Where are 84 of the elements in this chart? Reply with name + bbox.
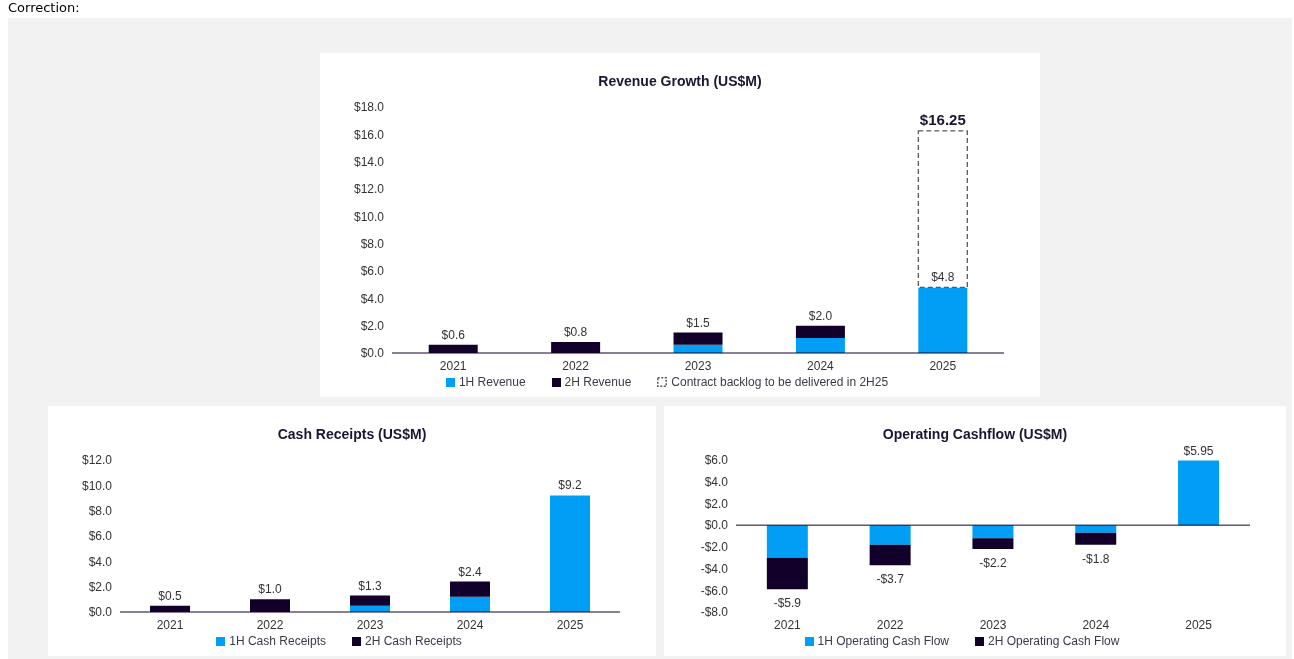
bar [795, 325, 845, 338]
y-tick-label: $8.0 [360, 236, 385, 251]
y-tick-label: -$6.0 [700, 583, 729, 598]
text: Correction: [8, 0, 80, 15]
chart-title: Revenue Growth (US$M) [597, 73, 763, 89]
total-label: $9.2 [558, 478, 582, 493]
y-tick-label: $8.0 [88, 503, 113, 518]
bar [918, 287, 968, 353]
total-label: $1.0 [258, 582, 282, 597]
x-tick-label: 2025 [929, 358, 957, 373]
x-tick-label: 2023 [356, 617, 384, 632]
total-label: -$3.7 [876, 572, 905, 587]
bar [869, 544, 911, 566]
bar [972, 538, 1014, 550]
total-label: $2.4 [458, 564, 482, 579]
bar [917, 130, 968, 289]
y-tick-label: $0.0 [360, 346, 385, 361]
y-tick-label: $16.0 [353, 127, 385, 142]
x-tick-label: 2022 [876, 617, 904, 632]
x-tick-label: 2021 [156, 617, 184, 632]
y-tick-label: -$8.0 [700, 605, 729, 620]
y-tick-label: $2.0 [704, 496, 729, 511]
y-tick-label: $10.0 [81, 478, 113, 493]
legend-label: 2H Revenue [563, 375, 632, 389]
bar [795, 337, 845, 353]
x-tick-label: 2024 [807, 358, 835, 373]
bar [673, 332, 723, 345]
x-tick-label: 2023 [684, 358, 712, 373]
total-label: $1.3 [358, 578, 382, 593]
y-tick-label: $0.0 [88, 605, 113, 620]
y-tick-label: $12.0 [81, 453, 113, 468]
x-tick-label: 2024 [1082, 617, 1110, 632]
x-tick-label: 2022 [256, 617, 284, 632]
legend-label: 1H Operating Cash Flow [816, 634, 949, 648]
total-label: -$5.9 [773, 596, 802, 611]
y-tick-label: $14.0 [353, 154, 385, 169]
legend-label: 1H Cash Receipts [228, 634, 326, 648]
y-tick-label: $6.0 [88, 529, 113, 544]
legend-label: 2H Cash Receipts [364, 634, 462, 648]
y-tick-label: $6.0 [360, 264, 385, 279]
total-label: -$1.8 [1082, 551, 1110, 566]
bar [972, 525, 1014, 539]
data-label: $4.8 [931, 270, 955, 285]
bar [869, 525, 911, 545]
x-tick-label: 2024 [456, 617, 484, 632]
total-label: $0.5 [158, 588, 182, 603]
chart-title: Operating Cashflow (US$M) [881, 426, 1069, 442]
y-tick-label: $4.0 [704, 474, 729, 489]
x-tick-label: 2025 [1185, 617, 1213, 632]
bar [766, 557, 808, 590]
bar [350, 595, 390, 606]
x-tick-label: 2023 [979, 617, 1007, 632]
bar [450, 581, 490, 597]
y-tick-label: $18.0 [353, 100, 385, 115]
total-label: $16.25 [919, 110, 966, 128]
y-tick-label: $12.0 [353, 182, 385, 197]
bar [766, 525, 808, 558]
legend-label: 2H Operating Cash Flow [987, 634, 1120, 648]
y-tick-label: $10.0 [353, 209, 385, 224]
total-label: $0.6 [441, 327, 466, 342]
total-label: -$2.2 [979, 556, 1007, 571]
y-tick-label: $4.0 [360, 291, 385, 306]
total-label: $0.8 [563, 325, 588, 340]
x-tick-label: 2021 [774, 617, 802, 632]
y-tick-label: $2.0 [88, 579, 113, 594]
x-tick-label: 2025 [556, 617, 584, 632]
legend-label: Contract backlog to be delivered in 2H25 [670, 375, 889, 389]
bar [450, 596, 490, 612]
x-tick-label: 2022 [562, 358, 590, 373]
y-tick-label: $4.0 [88, 554, 113, 569]
total-label: $2.0 [808, 308, 833, 323]
y-tick-label: -$4.0 [700, 561, 729, 576]
total-label: $1.5 [686, 315, 711, 330]
total-label: $5.95 [1183, 443, 1214, 458]
bar [550, 495, 590, 612]
x-tick-label: 2021 [439, 358, 467, 373]
legend-label: 1H Revenue [457, 375, 526, 389]
bar [1075, 532, 1117, 545]
y-tick-label: -$2.0 [700, 540, 729, 555]
y-tick-label: $6.0 [704, 453, 729, 468]
y-tick-label: $2.0 [360, 318, 385, 333]
chart-title: Cash Receipts (US$M) [276, 426, 428, 442]
bar [1178, 460, 1220, 526]
y-tick-label: $0.0 [704, 518, 729, 533]
